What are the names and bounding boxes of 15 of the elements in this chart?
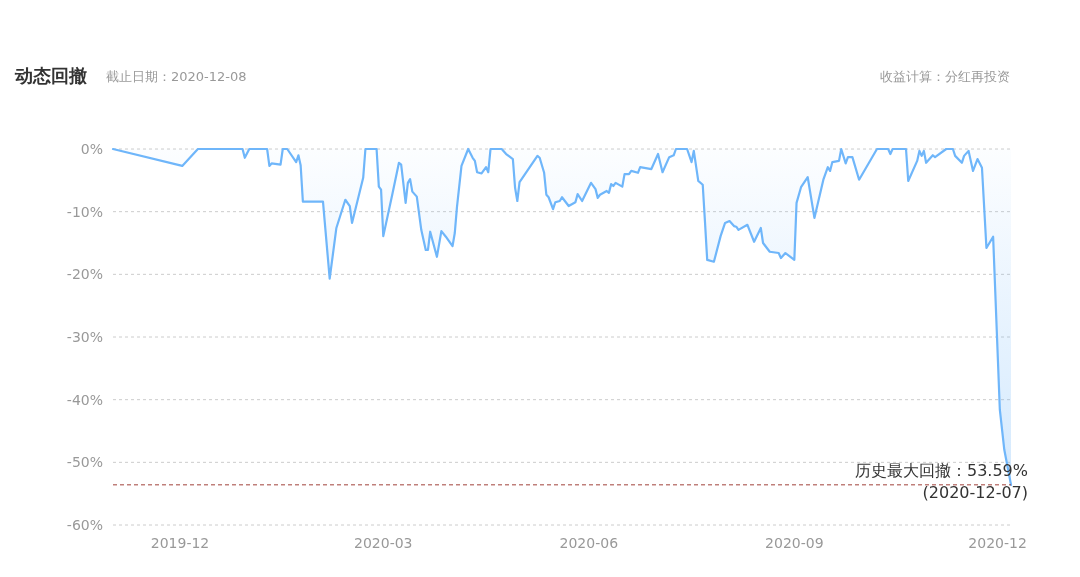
y-tick-label: -40% (66, 391, 103, 408)
x-tick-label: 2019-12 (150, 535, 210, 551)
chart-subtitle: 截止日期：2020-12-08 (106, 69, 247, 84)
y-tick-label: -10% (66, 203, 103, 220)
y-tick-label: -60% (66, 517, 103, 533)
y-tick-label: -30% (66, 329, 103, 345)
x-tick-label: 2020-12 (968, 535, 1027, 551)
y-tick-label: 0% (80, 141, 103, 157)
x-tick-label: 2020-03 (354, 535, 413, 551)
chart-title: 动态回撤 (14, 65, 87, 86)
x-tick-label: 2020-09 (765, 535, 824, 551)
y-tick-label: -50% (66, 454, 103, 471)
text: 收益计算：分红再投资 (880, 69, 1010, 84)
y-tick-label: -20% (66, 266, 103, 283)
x-tick-label: 2020-06 (559, 535, 619, 551)
